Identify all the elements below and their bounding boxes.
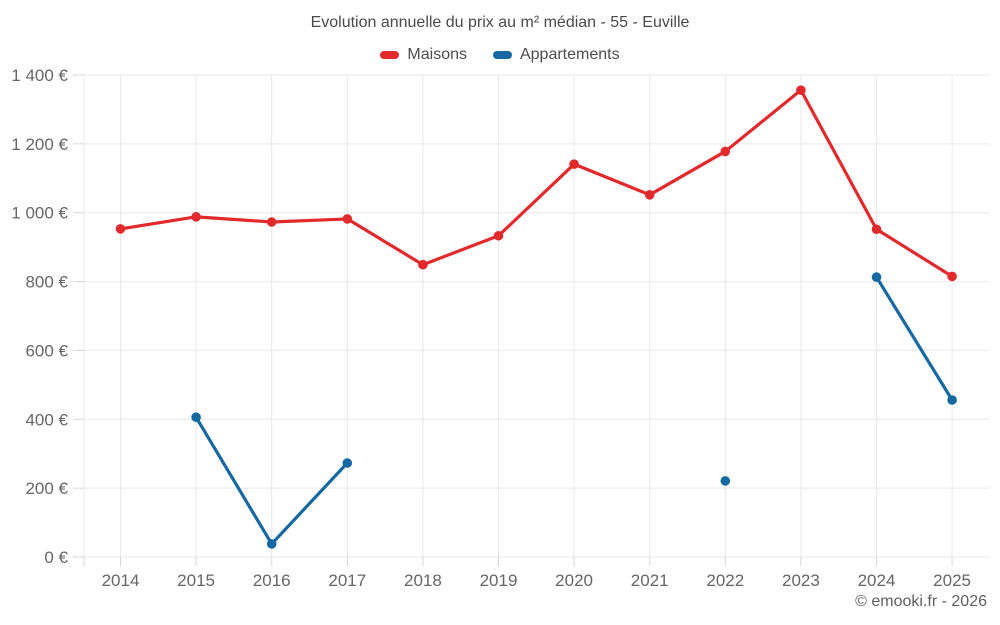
y-axis-label: 1 200 € bbox=[11, 135, 68, 154]
y-axis-label: 800 € bbox=[25, 273, 68, 292]
x-axis-label: 2024 bbox=[858, 571, 896, 590]
legend-label-maisons: Maisons bbox=[407, 46, 467, 63]
data-point-maisons-2016[interactable] bbox=[266, 217, 277, 227]
chart-title: Evolution annuelle du prix au m² médian … bbox=[310, 14, 690, 31]
data-point-maisons-2014[interactable] bbox=[115, 224, 126, 234]
data-point-appartements-2015[interactable] bbox=[191, 412, 201, 423]
data-point-maisons-2020[interactable] bbox=[569, 159, 579, 169]
x-axis-label: 2019 bbox=[480, 571, 518, 590]
data-point-maisons-2025[interactable] bbox=[947, 271, 957, 282]
x-axis-label: 2015 bbox=[177, 571, 215, 590]
legend-label-appartements: Appartements bbox=[519, 46, 620, 63]
x-axis-label: 2016 bbox=[253, 571, 291, 590]
series-line-maisons bbox=[118, 88, 954, 279]
maisons-series-marker-icon bbox=[380, 51, 400, 59]
y-axis-label: 400 € bbox=[25, 410, 68, 429]
x-axis-label: 2014 bbox=[102, 571, 140, 590]
appartements-series-marker-icon bbox=[492, 51, 512, 59]
data-point-maisons-2021[interactable] bbox=[644, 190, 655, 200]
data-point-maisons-2018[interactable] bbox=[418, 259, 428, 270]
x-axis-label: 2017 bbox=[328, 571, 366, 590]
data-point-maisons-2022[interactable] bbox=[720, 146, 731, 157]
x-axis-label: 2021 bbox=[631, 571, 669, 590]
y-axis-label: 200 € bbox=[25, 479, 68, 498]
x-axis-label: 2023 bbox=[782, 571, 820, 590]
legend-item-maisons[interactable]: Maisons bbox=[380, 46, 467, 64]
data-point-maisons-2015[interactable] bbox=[191, 212, 201, 222]
data-point-appartements-2017[interactable] bbox=[342, 458, 353, 468]
data-point-appartements-2025[interactable] bbox=[947, 395, 957, 405]
y-axis-label: 0 € bbox=[44, 548, 68, 567]
legend-item-appartements[interactable]: Appartements bbox=[492, 46, 620, 64]
data-point-maisons-2019[interactable] bbox=[493, 230, 504, 241]
data-point-appartements-2022[interactable] bbox=[720, 476, 731, 486]
series-line-appartements bbox=[874, 275, 954, 402]
y-axis-label: 600 € bbox=[25, 341, 68, 360]
data-point-maisons-2017[interactable] bbox=[342, 214, 353, 224]
y-axis-label: 1 000 € bbox=[11, 204, 68, 223]
data-point-maisons-2024[interactable] bbox=[871, 224, 882, 235]
data-point-appartements-2016[interactable] bbox=[266, 539, 277, 549]
x-axis-label: 2025 bbox=[933, 571, 971, 590]
data-point-appartements-2024[interactable] bbox=[871, 272, 882, 282]
chart-legend: Maisons Appartements bbox=[0, 46, 1000, 64]
x-axis-label: 2018 bbox=[404, 571, 442, 590]
y-axis-label: 1 400 € bbox=[11, 66, 68, 85]
x-axis-label: 2022 bbox=[706, 571, 744, 590]
credit-link[interactable]: © emooki.fr - 2026 bbox=[855, 593, 987, 610]
data-point-maisons-2023[interactable] bbox=[796, 85, 806, 95]
x-axis-label: 2020 bbox=[555, 571, 593, 590]
